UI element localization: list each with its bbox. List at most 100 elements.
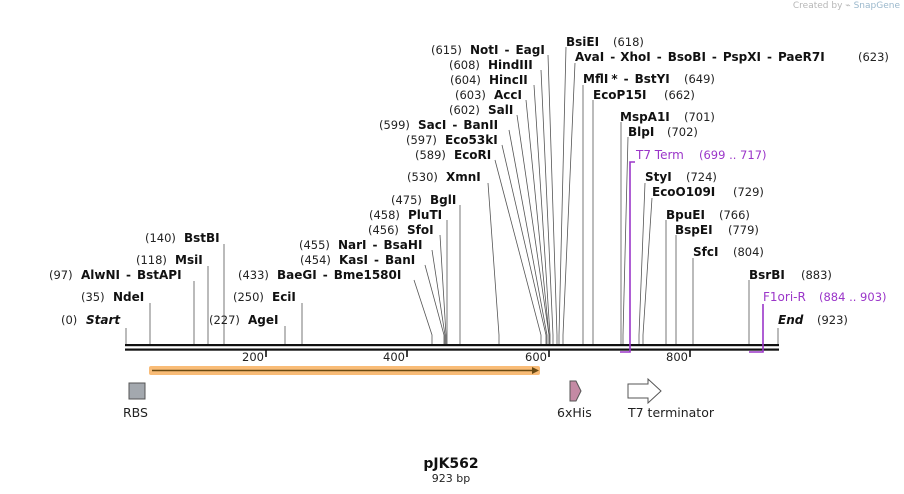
site-hincii[interactable]: (604) HincII	[450, 73, 528, 87]
site-name: SacI	[418, 118, 446, 132]
site-pos: (140)	[145, 231, 176, 245]
site-name: Bme1580I	[334, 268, 402, 282]
site-name: MflI	[583, 72, 608, 86]
site-ecii[interactable]: (250) EciI	[233, 290, 296, 304]
site-bsiei[interactable]: BsiEI (618)	[566, 35, 644, 49]
site-styi[interactable]: StyI (724)	[645, 170, 717, 184]
tick-label-800: 800	[666, 350, 688, 364]
leader-styi	[638, 182, 646, 344]
primer-range: (884 .. 903)	[819, 290, 887, 304]
site-name: BlpI	[628, 125, 654, 139]
site-sfci[interactable]: SfcI (804)	[693, 245, 764, 259]
site-name: AvaI	[575, 50, 604, 64]
site-name: NarI	[338, 238, 367, 252]
site-bsrbi[interactable]: BsrBI (883)	[749, 268, 832, 282]
site-bspei[interactable]: BspEI (779)	[675, 223, 759, 237]
leader-xmni	[487, 182, 500, 344]
backbone-top-strand	[125, 344, 779, 347]
rbs-feature[interactable]	[128, 382, 146, 400]
site-name: NotI	[470, 43, 499, 57]
site-name: BpuEI	[666, 208, 705, 222]
watermark-brand: SnapGene	[853, 1, 900, 11]
orf-arrow[interactable]	[149, 366, 540, 375]
site-pos: (456)	[368, 223, 399, 237]
site-bstbi[interactable]: (140) BstBI	[145, 231, 220, 245]
site-pos: (602)	[449, 103, 480, 117]
site-name: PspXI	[723, 50, 761, 64]
site-name: BspEI	[675, 223, 713, 237]
primer-f1ori-r-bracket[interactable]	[749, 304, 764, 353]
leader-saci	[508, 129, 548, 344]
site-name: XmnI	[446, 170, 481, 184]
site-pos: (227)	[209, 313, 240, 327]
site-separator: -	[767, 50, 772, 64]
site-xmni[interactable]: (530) XmnI	[407, 170, 481, 184]
site-separator: -	[323, 268, 328, 282]
primer-t7-term-label[interactable]: T7 Term (699 .. 717)	[635, 148, 767, 162]
watermark: Created by ⌁ SnapGene	[793, 1, 900, 11]
site-mfli[interactable]: MflI * - BstYI (649)	[583, 72, 715, 86]
site-separator: -	[624, 72, 629, 86]
site-name: SalI	[488, 103, 513, 117]
site-pluti[interactable]: (458) PluTI	[369, 208, 442, 222]
site-sali[interactable]: (602) SalI	[449, 103, 513, 117]
site-pos: (883)	[801, 268, 832, 282]
site-mspa1i[interactable]: MspA1I (701)	[620, 110, 715, 124]
site-saci[interactable]: (599) SacI - BanII	[379, 118, 498, 132]
site-alwni[interactable]: (97) AlwNI - BstAPI	[49, 268, 182, 282]
tick-label-400: 400	[383, 350, 405, 364]
scale-ticks	[265, 350, 691, 357]
site-baegi[interactable]: (433) BaeGI - Bme1580I	[238, 268, 401, 282]
site-separator: -	[712, 50, 717, 64]
site-agei[interactable]: (227) AgeI	[209, 313, 278, 327]
site-pos: (729)	[733, 185, 764, 199]
primer-name: F1ori-R	[763, 290, 806, 304]
leader-nari	[431, 249, 446, 344]
site-msii[interactable]: (118) MsiI	[136, 253, 203, 267]
site-pos: (118)	[136, 253, 167, 267]
6xhis-label: 6xHis	[557, 405, 592, 420]
site-blpi[interactable]: BlpI (702)	[628, 125, 698, 139]
6xhis-feature[interactable]	[569, 380, 582, 402]
site-name: AgeI	[248, 313, 278, 327]
site-pos: (608)	[449, 58, 480, 72]
site-ndei[interactable]: (35) NdeI	[81, 290, 144, 304]
site-star: *	[611, 72, 618, 86]
site-name: MspA1I	[620, 110, 670, 124]
primer-f1ori-r-label[interactable]: F1ori-R (884 .. 903)	[763, 290, 887, 304]
site-acci[interactable]: (603) AccI	[455, 88, 522, 102]
site-pos: (597)	[406, 133, 437, 147]
site-ecori[interactable]: (589) EcoRI	[415, 148, 491, 162]
site-sfoi[interactable]: (456) SfoI	[368, 223, 434, 237]
site-kasi[interactable]: (454) KasI - BanI	[300, 253, 415, 267]
site-noti[interactable]: (615) NotI - EagI	[431, 43, 545, 57]
site-name: PluTI	[408, 208, 442, 222]
rbs-label: RBS	[123, 405, 148, 420]
start-pos: (0)	[61, 313, 77, 327]
site-eco53ki[interactable]: (597) Eco53kI	[406, 133, 498, 147]
site-bgli[interactable]: (475) BglI	[391, 193, 456, 207]
site-name: AlwNI	[81, 268, 120, 282]
primer-t7-term-bracket[interactable]	[620, 161, 635, 353]
site-separator: -	[452, 118, 457, 132]
site-name: BaeGI	[277, 268, 317, 282]
site-ecop15i[interactable]: EcoP15I (662)	[593, 88, 695, 102]
site-avai[interactable]: AvaI - XhoI - BsoBI - PspXI - PaeR7I (623)	[575, 50, 889, 64]
site-ecoo109i[interactable]: EcoO109I (729)	[652, 185, 764, 199]
site-pos: (724)	[686, 170, 717, 184]
plasmid-name: pJK562	[423, 456, 478, 472]
site-name: NdeI	[113, 290, 144, 304]
site-pos: (615)	[431, 43, 462, 57]
site-name: BanII	[463, 118, 498, 132]
site-separator: -	[374, 253, 379, 267]
site-pos: (455)	[299, 238, 330, 252]
site-pos: (530)	[407, 170, 438, 184]
site-separator: -	[126, 268, 131, 282]
plasmid-length: 923 bp	[432, 472, 470, 485]
site-hindiii[interactable]: (608) HindIII	[449, 58, 533, 72]
t7-terminator-feature[interactable]	[627, 377, 662, 405]
right-site-leaders	[558, 46, 750, 344]
site-bpuei[interactable]: BpuEI (766)	[666, 208, 750, 222]
site-nari[interactable]: (455) NarI - BsaHI	[299, 238, 422, 252]
site-name: BstAPI	[137, 268, 182, 282]
